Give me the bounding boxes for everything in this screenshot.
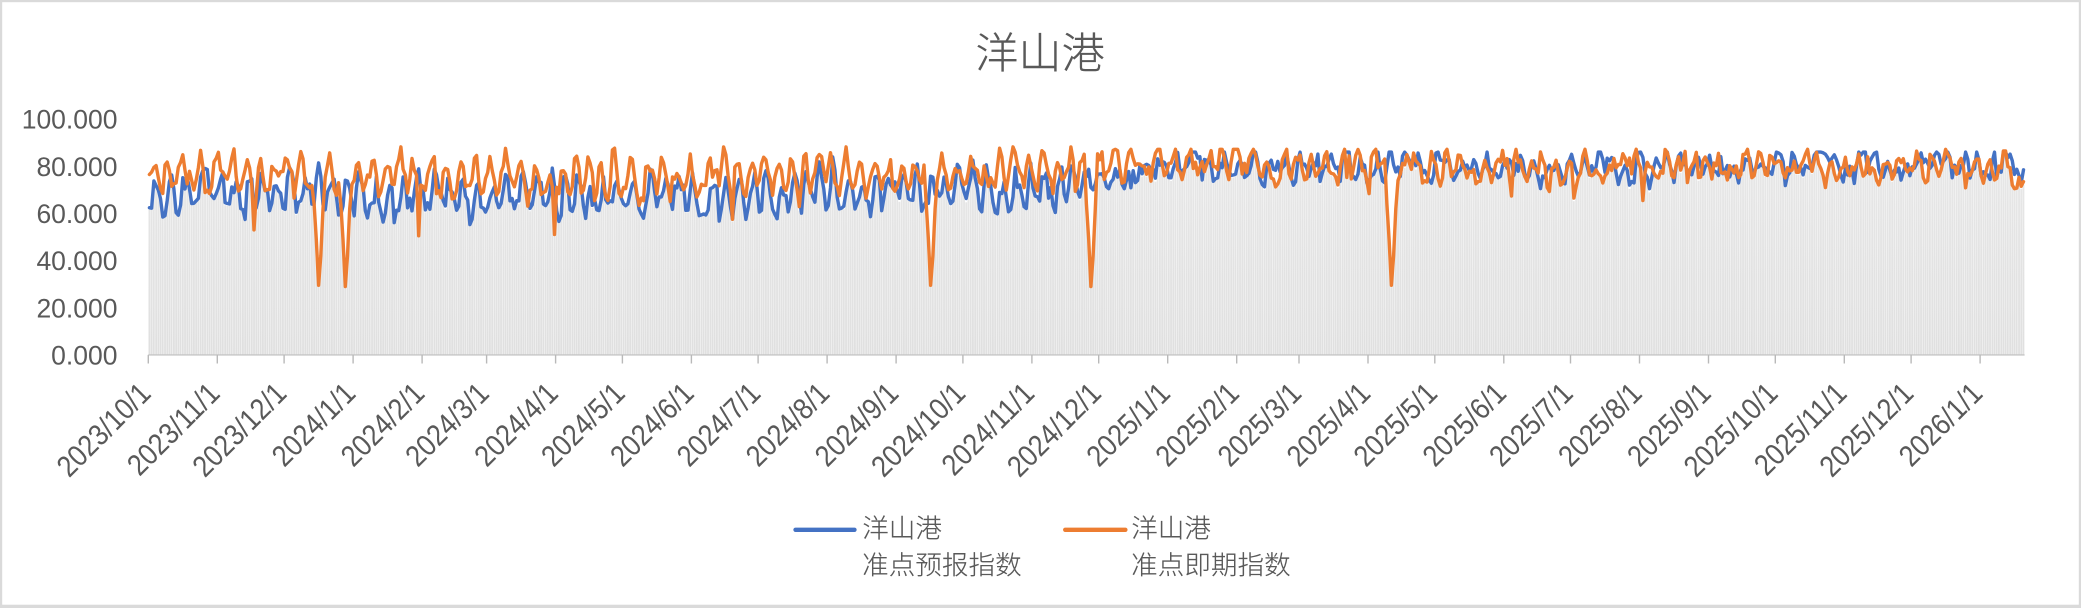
svg-text:60.000: 60.000 bbox=[36, 199, 117, 229]
svg-text:40.000: 40.000 bbox=[36, 246, 117, 276]
svg-text:20.000: 20.000 bbox=[36, 293, 117, 323]
svg-text:100.000: 100.000 bbox=[22, 105, 118, 135]
svg-text:80.000: 80.000 bbox=[36, 152, 117, 182]
svg-text:0.000: 0.000 bbox=[51, 341, 117, 371]
